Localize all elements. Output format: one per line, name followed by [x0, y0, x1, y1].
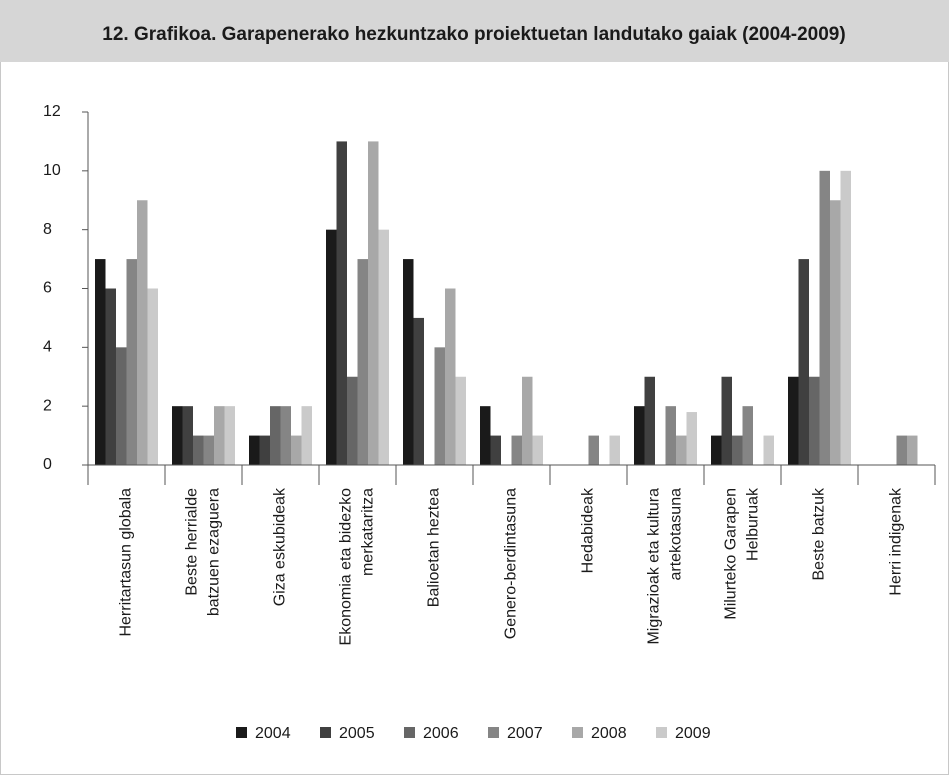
bar	[147, 288, 158, 465]
legend-swatch	[656, 727, 667, 738]
bar	[193, 435, 204, 465]
bar	[172, 406, 183, 465]
chart-title: 12. Grafikoa. Garapenerako hezkuntzako p…	[102, 24, 845, 45]
y-tick-label: 10	[43, 162, 61, 179]
bar	[280, 406, 291, 465]
bar	[588, 435, 599, 465]
y-tick-label: 12	[43, 103, 61, 120]
legend-label: 2005	[339, 725, 375, 742]
bar	[95, 259, 106, 465]
bar	[480, 406, 491, 465]
bar	[249, 435, 260, 465]
legend-swatch	[236, 727, 247, 738]
x-tick-label: Herri indigenak	[888, 487, 905, 596]
bar	[203, 435, 214, 465]
bar	[840, 170, 851, 466]
legend-label: 2009	[675, 725, 711, 742]
bar	[434, 347, 445, 465]
bar	[368, 141, 379, 465]
x-tick-label: Hedabideak	[580, 487, 597, 573]
bar	[357, 259, 368, 465]
bar	[742, 406, 753, 465]
bar	[609, 435, 620, 465]
bar	[532, 435, 543, 465]
bar	[347, 376, 358, 465]
x-tick-label: Migrazioak eta kultura artekotasuna	[646, 488, 685, 645]
bar	[644, 376, 655, 465]
bar	[711, 435, 722, 465]
bar	[490, 435, 501, 465]
bar	[182, 406, 193, 465]
x-tick-label: Ekonomia eta bidezko merkataritza	[338, 488, 377, 646]
y-tick-label: 6	[43, 280, 52, 297]
bar	[301, 406, 312, 465]
legend-label: 2004	[255, 725, 291, 742]
header	[0, 0, 949, 62]
x-tick-label: Herritartasun globala	[118, 488, 135, 637]
bar	[522, 376, 533, 465]
bar	[798, 259, 809, 465]
y-tick-label: 2	[43, 397, 52, 414]
x-tick-label: Beste herrialde batzuen ezaguera	[184, 488, 223, 616]
bar	[907, 435, 918, 465]
legend-label: 2006	[423, 725, 459, 742]
legend-label: 2007	[507, 725, 543, 742]
y-tick-label: 0	[43, 456, 52, 473]
bar	[214, 406, 225, 465]
legend-swatch	[404, 727, 415, 738]
x-tick-label: Genero-berdintasuna	[503, 488, 520, 639]
bar	[830, 200, 841, 465]
bar	[788, 376, 799, 465]
bar	[634, 406, 645, 465]
bar	[336, 141, 347, 465]
bar	[326, 229, 337, 465]
y-tick-label: 8	[43, 221, 52, 238]
legend-swatch	[320, 727, 331, 738]
bar	[270, 406, 281, 465]
bar	[763, 435, 774, 465]
x-tick-label: Milurteko Garapen Helburuak	[723, 487, 762, 620]
bar	[676, 435, 687, 465]
bar	[291, 435, 302, 465]
bar	[403, 259, 414, 465]
bar	[137, 200, 148, 465]
x-tick-label: Balioetan heztea	[426, 488, 443, 607]
legend-label: 2008	[591, 725, 627, 742]
legend-swatch	[572, 727, 583, 738]
x-tick-label: Beste batzuk	[811, 487, 828, 581]
y-tick-label: 4	[43, 339, 52, 356]
bar	[896, 435, 907, 465]
bar	[455, 376, 466, 465]
bar	[105, 288, 116, 465]
bar	[445, 288, 456, 465]
bar	[116, 347, 127, 465]
bar	[721, 376, 732, 465]
legend-swatch	[488, 727, 499, 738]
bar	[378, 229, 389, 465]
bar	[224, 406, 235, 465]
bar	[819, 170, 830, 466]
bar	[259, 435, 270, 465]
bar	[413, 317, 424, 465]
bar	[809, 376, 820, 465]
bar	[511, 435, 522, 465]
bar	[686, 412, 697, 465]
bar	[126, 259, 137, 465]
bar	[732, 435, 743, 465]
bar	[665, 406, 676, 465]
x-tick-label: Giza eskubideak	[272, 487, 289, 606]
